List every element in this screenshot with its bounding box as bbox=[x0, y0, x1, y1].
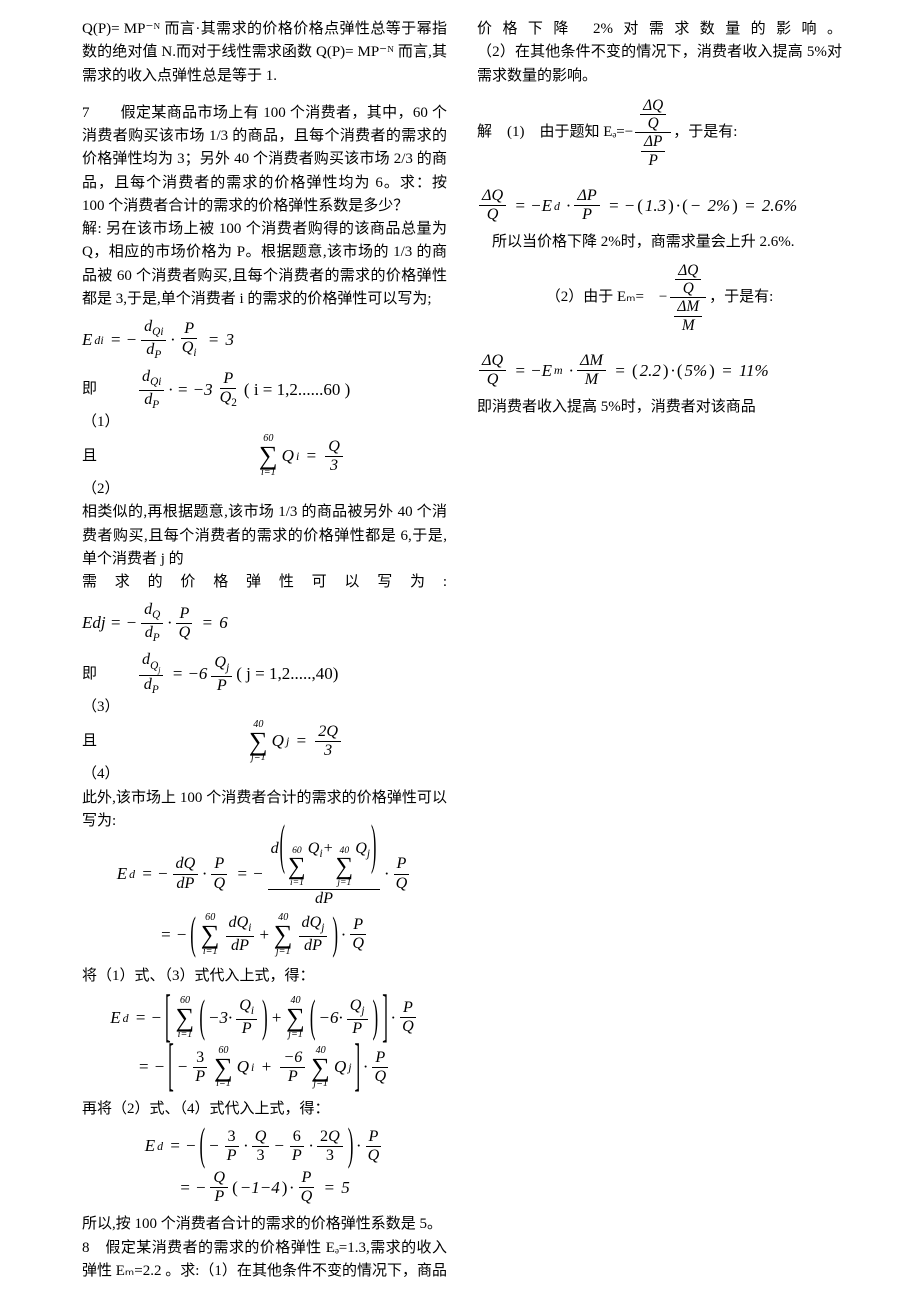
problem-7-soln-intro: 解: 另在该市场上被 100 个消费者购得的该商品总量为 Q，相应的市场价格为 … bbox=[82, 218, 447, 311]
eq-edi-deriv: 即 dQidP · = −3 PQ2 ( i = 1,2......60 ) bbox=[82, 369, 447, 411]
sol-8-2-lead: （2）由于 Eₘ= − ΔQQ ΔMM ，于是有: bbox=[477, 263, 842, 333]
eq-ed-big3: Ed = − ( −3P·Q3 − 6P·2Q3 )· PQ = −QP (−1… bbox=[82, 1129, 447, 1206]
marker-4: （4） bbox=[82, 763, 447, 786]
eq-8a: ΔQQ = −Ed · ΔPP = −(1.3)·(− 2%) = 2.6% bbox=[477, 188, 842, 223]
problem-7-text: 7 假定某商品市场上有 100 个消费者，其中，60 个消费者购买该市场 1/3… bbox=[82, 102, 447, 218]
lead-text: Q(P)= MP⁻ᴺ 而言·其需求的价格价格点弹性总等于幂指数的绝对值 N.而对… bbox=[82, 18, 447, 88]
eq-ed-big1: Ed = − dQdP· PQ = − d(60∑i=1Qi+40∑j=1Qj)… bbox=[82, 841, 447, 957]
marker-2: （2） bbox=[82, 478, 447, 501]
eq-8b: ΔQQ = −Em · ΔMM = (2.2)·(5%) = 11% bbox=[477, 353, 842, 388]
p7c2: 需求的价格弹性可以写为: bbox=[82, 571, 447, 594]
eq-sum-qj: 且 40∑j=1 Qj = 2Q3 bbox=[82, 720, 447, 764]
marker-1: （1） bbox=[82, 411, 447, 434]
p7d: 此外,该市场上 100 个消费者合计的需求的价格弹性可以写为: bbox=[82, 787, 447, 834]
p8c: 所以当价格下降 2%时，商需求量会上升 2.6%. bbox=[477, 231, 842, 254]
eq-edi: Edi = − dQidP · PQi = 3 bbox=[82, 319, 447, 361]
problem-8b: （2）在其他条件不变的情况下，消费者收入提高 5%对需求数量的影响。 bbox=[477, 41, 842, 88]
sol-8-1-lead: 解 (1) 由于题知 Eₔ=− ΔQQ ΔPP ，于是有: bbox=[477, 98, 842, 168]
marker-3: （3） bbox=[82, 696, 447, 719]
p7c: 相类似的,再根据题意,该市场 1/3 的商品被另外 40 个消费者购买,且每个消… bbox=[82, 501, 447, 571]
p8d: 即消费者收入提高 5%时，消费者对该商品 bbox=[477, 396, 842, 419]
eq-ed-big2: Ed = − [ 60∑i=1 (−3·QiP) + 40∑j=1 (−6·Qj… bbox=[82, 996, 447, 1090]
eq-edj-deriv: 即 dQjdP = −6 QjP ( j = 1,2.....,40) bbox=[82, 652, 447, 696]
eq-edj: Edj = − dQdP · PQ = 6 bbox=[82, 602, 447, 644]
sub-24: 再将（2）式、（4）式代入上式，得： bbox=[82, 1098, 447, 1121]
conclusion-7: 所以,按 100 个消费者合计的需求的价格弹性系数是 5。 bbox=[82, 1213, 447, 1236]
eq-sum-qi: 且 60∑i=1 Qi = Q3 bbox=[82, 434, 447, 478]
